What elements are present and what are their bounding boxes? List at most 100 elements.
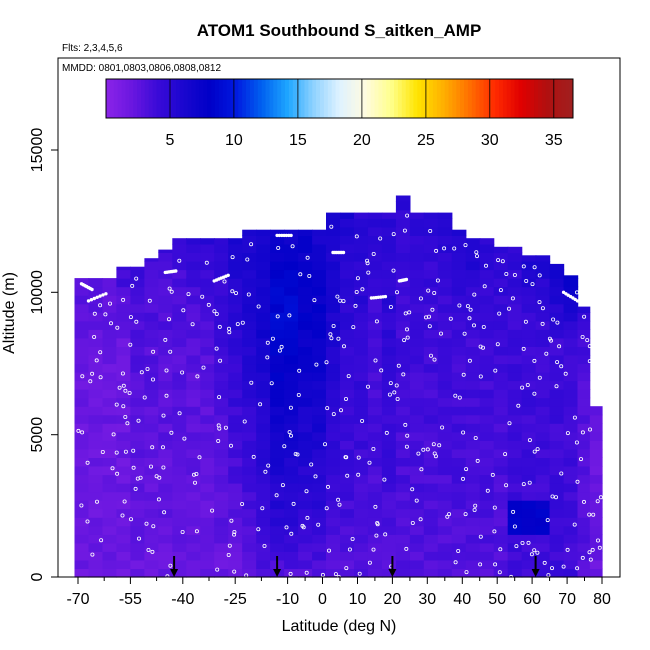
heatmap-cell	[437, 218, 453, 228]
heatmap-cell	[242, 320, 257, 330]
heatmap-cell	[437, 406, 453, 416]
heatmap-cell	[395, 525, 411, 535]
heatmap-cell	[423, 525, 439, 535]
sample-point	[314, 362, 319, 367]
sample-point	[529, 552, 534, 557]
heatmap-cell	[172, 380, 187, 390]
heatmap-cell	[451, 508, 467, 518]
heatmap-cell	[256, 355, 271, 365]
sample-point	[521, 346, 526, 351]
heatmap-cell	[74, 320, 90, 330]
heatmap-cell	[116, 389, 131, 399]
heatmap-cell	[493, 320, 509, 330]
heatmap-cell	[228, 534, 243, 544]
sample-point	[464, 467, 469, 472]
heatmap-cell	[395, 355, 411, 365]
sample-point	[80, 430, 85, 435]
heatmap-cell	[563, 423, 579, 433]
heatmap-cell	[409, 559, 425, 569]
sample-point	[582, 314, 587, 319]
heatmap-cell	[172, 423, 187, 433]
heatmap-cell	[381, 337, 397, 347]
heatmap-cell	[521, 372, 537, 382]
heatmap-cell	[270, 320, 285, 330]
sample-point	[284, 525, 289, 530]
heatmap-cell	[312, 440, 327, 450]
heatmap-cell	[242, 312, 257, 322]
heatmap-cell	[437, 389, 453, 399]
heatmap-cell	[367, 303, 383, 313]
heatmap-cell	[409, 312, 425, 322]
heatmap-cell	[256, 337, 271, 347]
sample-point	[298, 272, 303, 277]
sample-point	[146, 548, 151, 553]
heatmap-cell	[242, 372, 257, 382]
heatmap-cell	[437, 346, 453, 356]
sample-point	[575, 566, 580, 571]
heatmap-cell	[465, 448, 481, 458]
heatmap-cell	[589, 483, 603, 493]
heatmap-cell	[326, 423, 341, 433]
heatmap-cell	[186, 534, 201, 544]
heatmap-cell	[381, 252, 397, 262]
heatmap-cell	[493, 474, 509, 484]
heatmap-cell	[116, 559, 131, 569]
heatmap-cell	[200, 568, 215, 578]
sample-point	[194, 471, 199, 476]
heatmap-cell	[409, 269, 425, 279]
heatmap-cell	[354, 269, 369, 279]
sample-point	[521, 264, 526, 269]
sample-point	[410, 487, 415, 492]
sample-point	[114, 450, 119, 455]
heatmap-cell	[102, 508, 118, 518]
heatmap-cell	[326, 252, 341, 262]
sample-point	[279, 344, 284, 349]
heatmap-cell	[88, 355, 104, 365]
heatmap-cell	[437, 568, 453, 578]
sample-point	[384, 430, 389, 435]
heatmap-cell	[465, 500, 481, 510]
colorbar-segment	[378, 79, 383, 118]
heatmap-cell	[172, 474, 187, 484]
heatmap-cell	[535, 491, 551, 501]
heatmap-cell	[102, 286, 118, 296]
heatmap-cell	[381, 269, 397, 279]
sample-point	[473, 435, 478, 440]
colorbar-tick-label: 25	[417, 132, 435, 149]
colorbar-segment	[316, 79, 321, 118]
heatmap-cell	[116, 517, 131, 527]
heatmap-cell	[88, 517, 104, 527]
heatmap-cell	[381, 474, 397, 484]
heatmap-cell	[256, 474, 271, 484]
heatmap-cell	[172, 551, 187, 561]
heatmap-cell	[395, 483, 411, 493]
heatmap-cell	[549, 483, 565, 493]
heatmap-cell	[423, 372, 439, 382]
heatmap-cell	[88, 448, 104, 458]
sample-point	[426, 314, 431, 319]
heatmap-cell	[507, 559, 523, 569]
heatmap-cell	[326, 440, 341, 450]
heatmap-cell	[437, 295, 453, 305]
heatmap-cell	[88, 491, 104, 501]
heatmap-cell	[493, 457, 509, 467]
heatmap-cell	[284, 466, 299, 476]
x-tick-label: 80	[593, 591, 611, 608]
sample-point	[168, 349, 173, 354]
heatmap-cell	[172, 448, 187, 458]
heatmap-cell	[102, 551, 118, 561]
heatmap-cell	[437, 320, 453, 330]
heatmap-cell	[144, 269, 159, 279]
colorbar-segment	[106, 79, 111, 118]
sample-point	[186, 292, 191, 297]
heatmap-cell	[102, 525, 118, 535]
sample-point	[289, 531, 294, 536]
heatmap-cell	[312, 517, 327, 527]
heatmap-cell	[395, 209, 411, 219]
heatmap-cell	[367, 414, 383, 424]
heatmap-cell	[116, 312, 131, 322]
sample-point	[103, 312, 108, 317]
sample-point	[452, 246, 457, 251]
colorbar-segment	[538, 79, 543, 118]
sample-point	[309, 462, 314, 467]
